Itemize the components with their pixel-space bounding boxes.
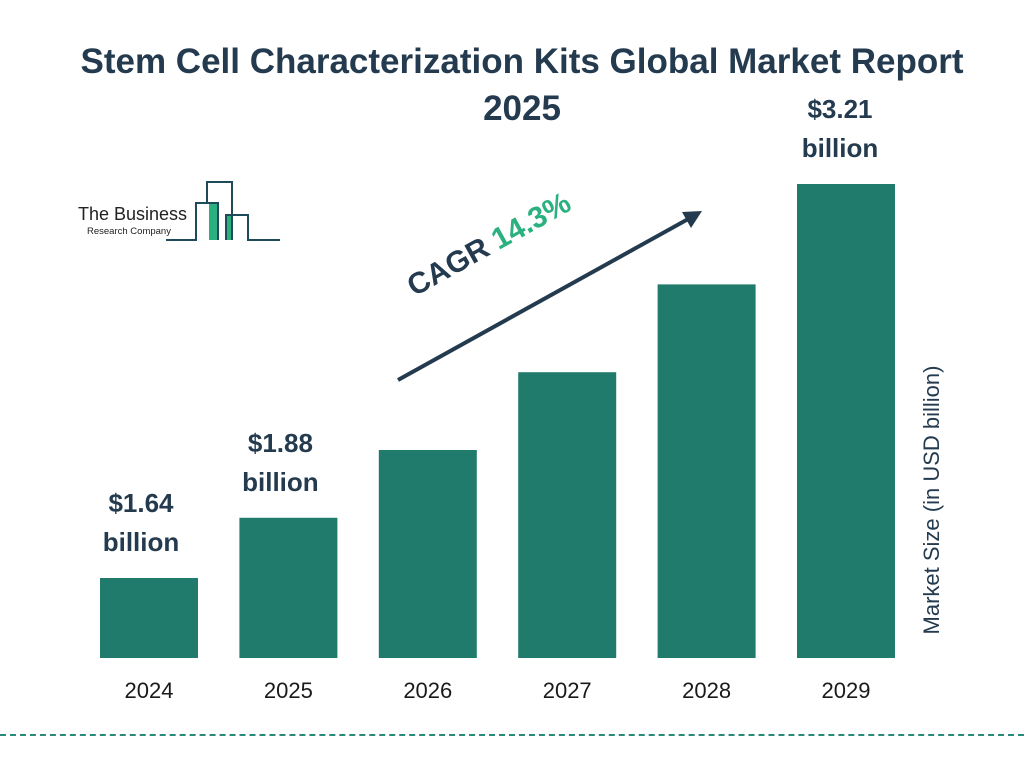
bar-2028 [657, 284, 756, 658]
logo-text-line1: The Business [78, 204, 188, 224]
bar-2026 [378, 450, 477, 658]
bar-2029 [797, 184, 895, 658]
chart-title: Stem Cell Characterization Kits Global M… [80, 42, 964, 128]
logo-text-line2: Research Company [87, 226, 171, 237]
y-axis-label: Market Size (in USD billion) [919, 365, 944, 635]
x-tick-label: 2027 [543, 678, 592, 703]
data-label-2024: $1.64 billion [103, 488, 180, 557]
cagr-arrow-line [397, 216, 691, 382]
divider [0, 734, 1024, 736]
bar-2024 [100, 578, 198, 658]
x-tick-label: 2024 [125, 678, 174, 703]
data-label-2029: $3.21 billion [802, 94, 879, 163]
x-tick-label: 2029 [822, 678, 871, 703]
cagr-arrow-head [682, 211, 702, 228]
data-label-2025: $1.88 billion [242, 428, 319, 497]
x-tick-label: 2025 [264, 678, 313, 703]
x-tick-label: 2028 [682, 678, 731, 703]
bar-2027 [518, 372, 617, 658]
company-logo-icon [166, 181, 280, 241]
bar-2025 [239, 517, 338, 658]
x-tick-label: 2026 [403, 678, 452, 703]
